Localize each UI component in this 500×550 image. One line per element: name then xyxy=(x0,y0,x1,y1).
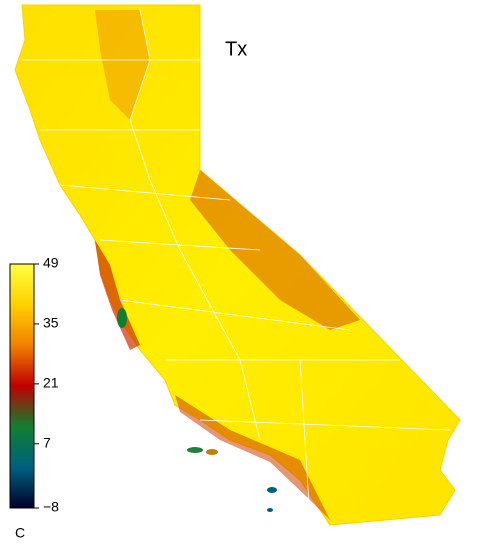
colorbar-fill xyxy=(9,263,35,509)
south-coast xyxy=(175,395,330,520)
coast-range xyxy=(95,240,140,350)
colorbar: 49 35 21 7 −8 xyxy=(9,255,59,515)
coastal-patch xyxy=(117,308,127,328)
colorbar-tick-label: −8 xyxy=(43,499,59,515)
colorbar-tick-label: 7 xyxy=(43,434,51,450)
colorbar-tick-label: 49 xyxy=(43,255,59,271)
map-title: Tx xyxy=(225,38,247,60)
county-lines xyxy=(22,9,451,521)
colorbar-tick-label: 21 xyxy=(43,375,59,391)
sierra-range xyxy=(190,170,360,330)
islands xyxy=(187,447,277,512)
colorbar-tick-label: 35 xyxy=(43,315,59,331)
northern-mountains xyxy=(95,10,150,120)
unit-label: C xyxy=(15,525,25,541)
